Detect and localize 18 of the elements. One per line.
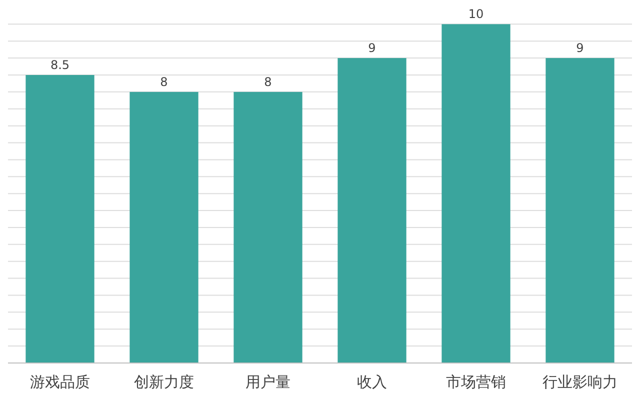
bar — [338, 58, 406, 363]
bar — [26, 74, 94, 363]
x-tick-label: 收入 — [357, 373, 387, 391]
bar — [234, 92, 302, 363]
x-tick-label: 市场营销 — [446, 373, 506, 391]
data-label: 8.5 — [50, 58, 70, 72]
data-label: 10 — [468, 7, 484, 22]
bar — [546, 58, 614, 363]
x-tick-label: 用户量 — [246, 373, 290, 391]
x-tick-label: 创新力度 — [134, 373, 194, 391]
x-tick-label: 游戏品质 — [30, 373, 90, 391]
bar — [130, 92, 198, 363]
data-label: 8 — [264, 74, 272, 89]
data-label: 9 — [576, 41, 584, 56]
bar — [442, 24, 510, 363]
data-label: 8 — [160, 74, 168, 89]
x-tick-label: 行业影响力 — [542, 373, 618, 391]
data-label: 9 — [368, 41, 376, 56]
